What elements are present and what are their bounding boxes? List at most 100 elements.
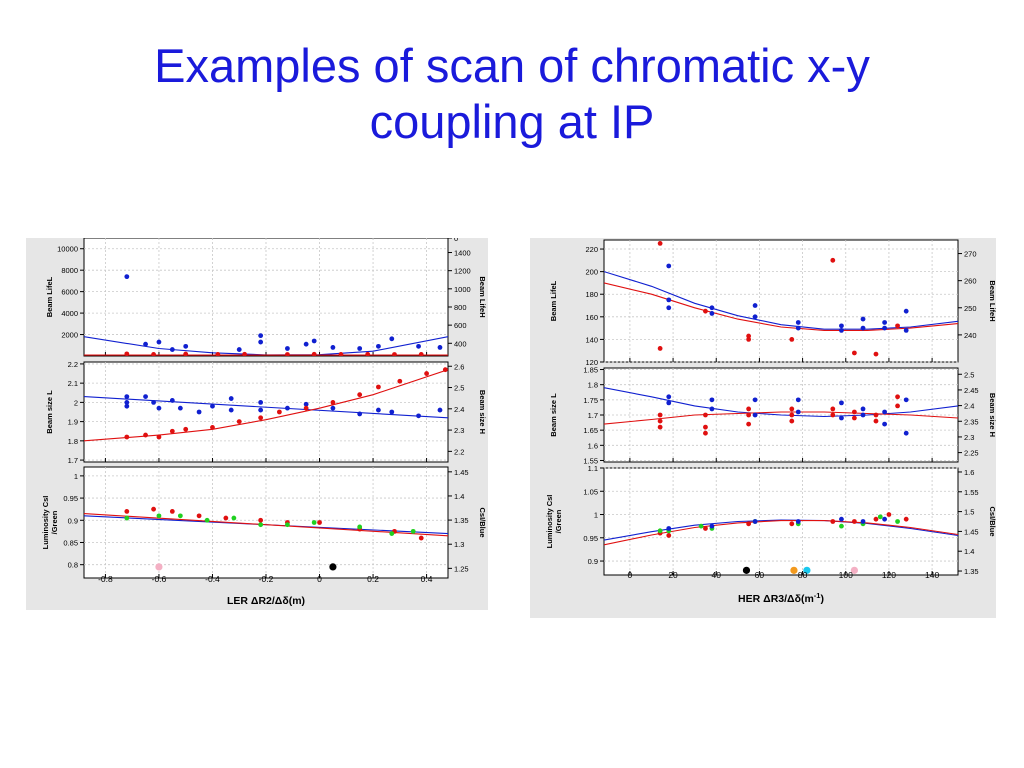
blue-data-point — [795, 519, 801, 524]
blue-data-point — [903, 397, 909, 403]
green-data-point — [698, 523, 704, 529]
red-data-point — [703, 308, 708, 314]
red-fit-line — [604, 411, 958, 425]
blue-data-point — [860, 412, 866, 418]
orange-data-point — [790, 566, 798, 574]
left-tick-label: 2.2 — [68, 360, 78, 369]
blue-data-point — [303, 341, 309, 347]
red-data-point — [873, 412, 879, 418]
red-data-point — [895, 323, 900, 329]
red-data-point — [703, 412, 708, 418]
blue-data-point — [228, 396, 234, 401]
red-data-point — [392, 352, 397, 356]
blue-data-point — [285, 346, 290, 351]
left-tick-label: 0.9 — [588, 557, 598, 566]
blue-data-point — [258, 333, 264, 339]
left-tick-label: 1.7 — [68, 456, 78, 465]
blue-data-point — [389, 409, 395, 415]
red-data-point — [789, 406, 795, 412]
blue-data-point — [285, 405, 290, 411]
red-data-point — [830, 406, 836, 412]
blue-data-point — [124, 394, 130, 400]
right-tick-label: 2.5 — [454, 384, 464, 393]
left-tick-label: 1 — [74, 472, 78, 481]
right-tick-label: 1.35 — [454, 516, 469, 525]
right-axis-title: Beam size H — [478, 390, 487, 434]
right-tick-label: 240 — [964, 331, 977, 340]
blue-data-point — [666, 263, 672, 269]
right-tick-label: 2.6 — [454, 362, 464, 371]
red-data-point — [418, 535, 424, 541]
blue-data-point — [258, 399, 264, 405]
blue-data-point — [709, 305, 715, 311]
red-data-point — [903, 516, 909, 522]
left-tick-label: 120 — [585, 358, 598, 367]
red-data-point — [789, 521, 795, 527]
right-tick-label: 1.5 — [964, 508, 974, 517]
red-data-point — [236, 419, 242, 425]
blue-data-point — [795, 397, 801, 403]
left-tick-label: 1.7 — [588, 411, 598, 420]
right-tick-label: 2.5 — [964, 370, 974, 379]
blue-data-point — [709, 311, 715, 316]
red-data-point — [851, 350, 857, 356]
x-tick-label: 0.4 — [421, 574, 433, 584]
left-tick-label: 0.85 — [63, 538, 78, 547]
x-axis-title-prefix: LER — [227, 595, 251, 607]
right-tick-label: 1.45 — [454, 468, 469, 477]
red-data-point — [746, 421, 752, 427]
data-layer — [604, 387, 958, 436]
her-chart-panel: 120 140 160 180 200 220 240 250 260 270 Beam LifeL… — [530, 238, 996, 618]
x-axis-title-prefix: HER — [738, 593, 763, 605]
left-tick-label: 8000 — [61, 266, 78, 275]
x-tick-label: 0 — [628, 570, 633, 580]
red-data-point — [276, 409, 282, 415]
red-fit-line — [84, 513, 448, 537]
green-data-point — [156, 513, 162, 519]
green-data-point — [231, 515, 237, 521]
red-data-point — [418, 351, 424, 356]
left-tick-label: 6000 — [61, 288, 78, 297]
left-tick-label: 0.95 — [63, 494, 78, 503]
blue-data-point — [666, 297, 672, 303]
right-tick-label: 1.4 — [964, 547, 974, 556]
blue-data-point — [143, 394, 148, 400]
blue-data-point — [752, 397, 758, 403]
right-tick-label: 1.55 — [964, 488, 979, 497]
blue-data-point — [882, 320, 888, 325]
left-tick-label: 2000 — [61, 331, 78, 340]
right-tick-label: 1.45 — [964, 527, 979, 536]
blue-data-point — [752, 303, 758, 308]
blue-data-point — [228, 407, 234, 413]
blue-data-point — [882, 325, 888, 331]
red-data-point — [873, 516, 879, 522]
left-tick-label: 1.55 — [583, 456, 598, 465]
blue-data-point — [903, 327, 909, 333]
x-tick-label: 120 — [882, 570, 896, 580]
blue-data-point — [330, 405, 336, 411]
plot-area — [603, 239, 959, 363]
red-data-point — [151, 506, 156, 512]
right-axis-title: Beam LifeH — [988, 280, 996, 321]
red-data-point — [657, 240, 663, 246]
blue-data-point — [196, 409, 202, 415]
left-axis-title: Luminosity CsI — [545, 495, 554, 549]
data-layer — [84, 274, 448, 356]
red-data-point — [330, 399, 336, 405]
blue-fit-line — [84, 396, 448, 419]
green-data-point — [657, 528, 663, 534]
red-data-point — [789, 418, 795, 424]
cyan-data-point — [803, 566, 811, 574]
data-layer — [604, 240, 958, 357]
right-tick-label: 1.3 — [454, 540, 464, 549]
red-data-point — [183, 426, 189, 432]
red-data-point — [258, 517, 264, 523]
blue-data-point — [143, 341, 148, 347]
blue-data-point — [416, 413, 421, 419]
blue-data-point — [124, 399, 130, 405]
blue-data-point — [666, 526, 672, 531]
left-tick-label: 0.9 — [68, 516, 78, 525]
title-line-1: Examples of scan of chromatic x-y — [154, 39, 870, 92]
red-data-point — [851, 409, 857, 415]
